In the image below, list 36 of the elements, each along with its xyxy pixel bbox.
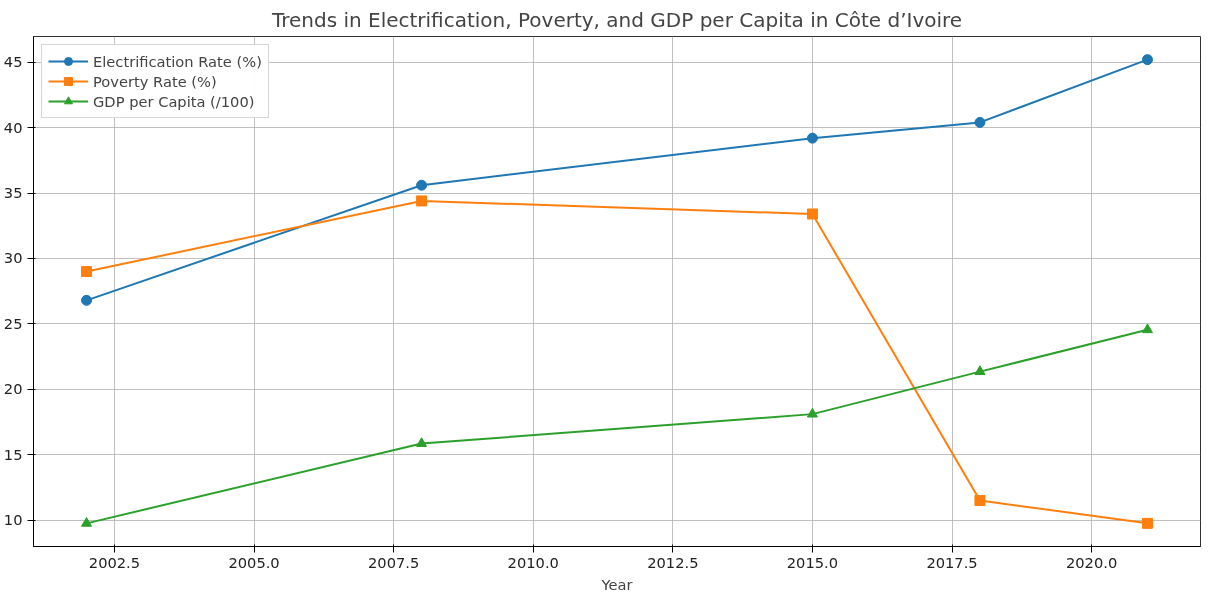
legend-label: Electrification Rate (%) bbox=[93, 52, 262, 70]
x-tick-label: 2005.0 bbox=[228, 553, 280, 571]
y-tick-label: 35 bbox=[3, 184, 23, 202]
point bbox=[416, 437, 428, 447]
y-tick-label: 10 bbox=[3, 511, 23, 529]
y-tick-label: 25 bbox=[3, 314, 23, 332]
point bbox=[974, 494, 986, 506]
point bbox=[81, 517, 93, 527]
point bbox=[806, 132, 818, 144]
point bbox=[1141, 54, 1153, 66]
point bbox=[1141, 323, 1153, 334]
x-tick-label: 2015.0 bbox=[786, 553, 839, 571]
y-tick-label: 15 bbox=[3, 445, 23, 463]
legend-label: GDP per Capita (/100) bbox=[93, 92, 255, 110]
x-tick-label: 2002.5 bbox=[88, 553, 141, 571]
x-axis-title: Year bbox=[600, 575, 634, 593]
x-tick-label: 2020.0 bbox=[1065, 553, 1118, 571]
y-tick-label: 30 bbox=[3, 249, 23, 267]
point bbox=[974, 116, 986, 128]
legend-label: Poverty Rate (%) bbox=[93, 72, 217, 90]
x-tick-label: 2007.5 bbox=[368, 553, 420, 571]
point bbox=[974, 365, 986, 375]
point bbox=[806, 407, 818, 418]
x-tick-label: 2010.0 bbox=[507, 553, 559, 571]
point bbox=[81, 294, 93, 306]
x-tick-label: 2017.5 bbox=[926, 553, 978, 571]
chart-title: Trends in Electrification, Poverty, and GDP per Capita in Côte d’Ivoire bbox=[270, 7, 963, 32]
point bbox=[1141, 517, 1153, 529]
y-tick-label: 20 bbox=[3, 380, 23, 398]
point bbox=[806, 208, 818, 220]
point bbox=[416, 195, 428, 207]
x-tick-label: 2012.5 bbox=[647, 553, 699, 571]
point bbox=[81, 266, 93, 278]
y-tick-label: 40 bbox=[3, 118, 23, 136]
point bbox=[416, 179, 428, 191]
y-tick-label: 45 bbox=[3, 53, 23, 71]
